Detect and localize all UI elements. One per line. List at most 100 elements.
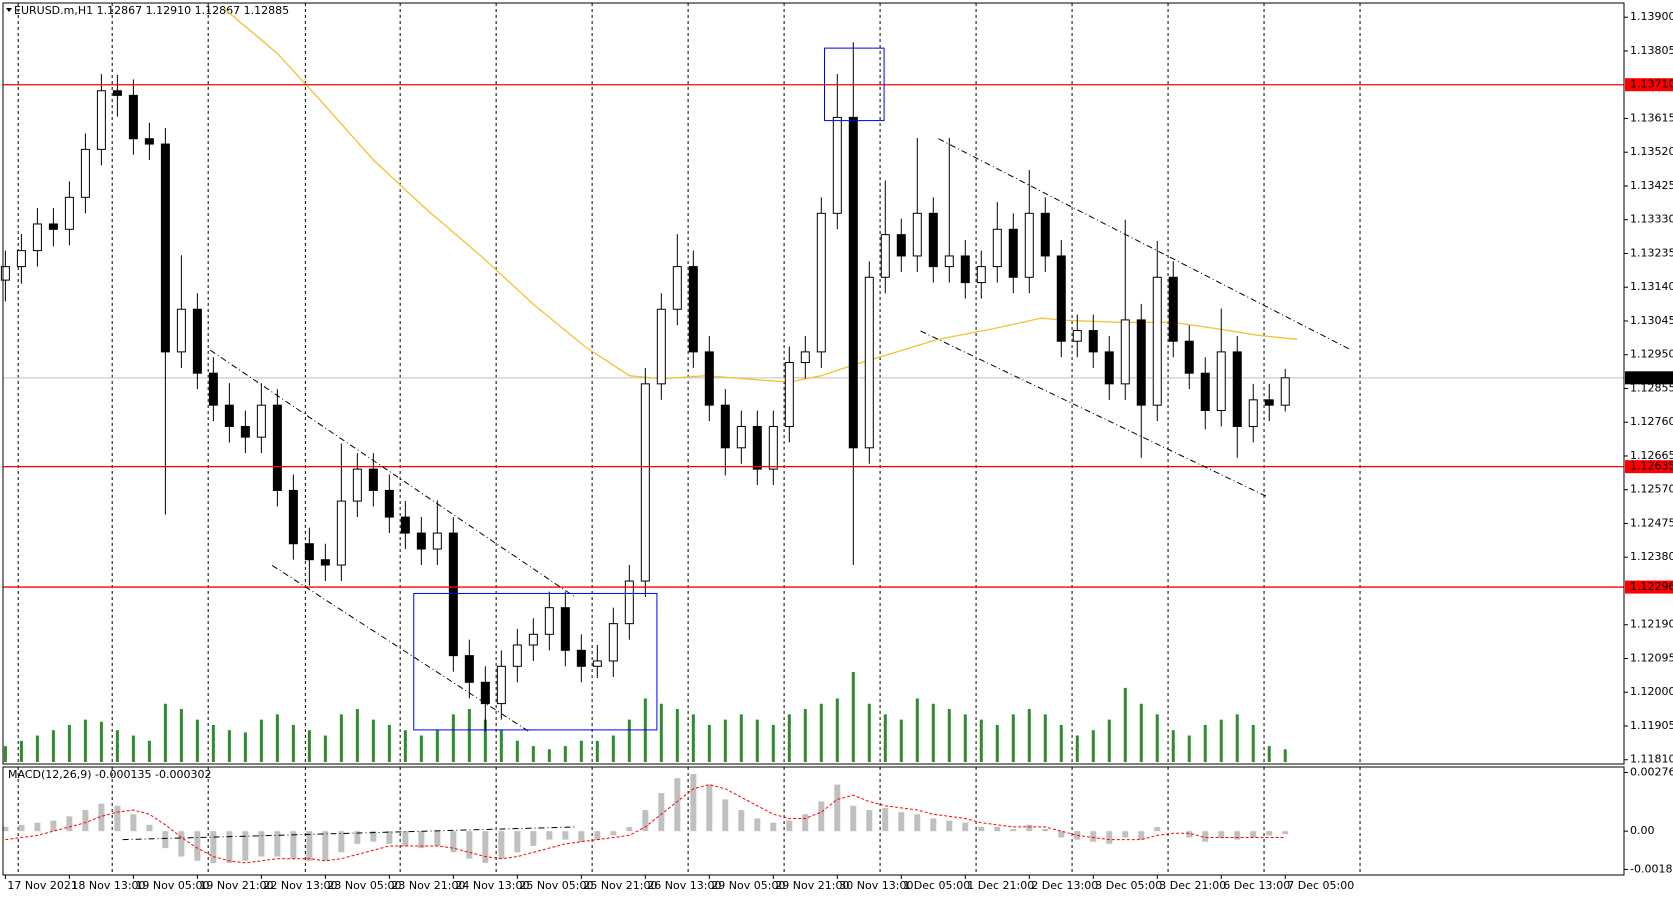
volume-bar [435,730,439,762]
macd-bar [1058,831,1065,838]
y-tick-label: 1.12475 [1630,516,1673,529]
price-tag [1625,580,1673,594]
macd-bar [738,809,745,832]
candle-body [272,404,282,491]
volume-bar [51,730,55,762]
volume-bar [723,719,727,762]
macd-bar [306,831,313,861]
volume-bar [227,730,231,762]
macd-bar [450,831,457,853]
x-tick-label: 1 Dec 21:00 [967,879,1034,892]
macd-bar [514,831,521,853]
macd-bar [642,809,649,832]
volume-bar [835,698,839,762]
candle-body [400,516,410,534]
volume-bar [579,740,583,762]
y-tick-label: 1.12950 [1630,348,1673,361]
volume-bar [1139,703,1143,762]
volume-bar [1011,714,1015,762]
y-tick-label: 0.00 [1630,824,1655,837]
candle-body [256,404,266,438]
volume-bar [803,709,807,762]
y-tick-label: 1.12190 [1630,618,1673,631]
macd-bar [66,816,73,832]
macd-bar [434,831,441,846]
macd-bar [690,773,697,832]
macd-bar [18,824,25,832]
volume-bar [147,740,151,762]
macd-bar [610,831,617,836]
candle-body [1072,330,1082,342]
x-tick-label: 6 Dec 13:00 [1223,879,1290,892]
x-tick-label: 25 Nov 05:00 [519,879,593,892]
x-tick-label: 19 Nov 21:00 [199,879,273,892]
trendline [122,826,577,841]
macd-bar [914,814,921,832]
candle-body [816,212,826,353]
x-tick-label: 19 Nov 05:00 [135,879,209,892]
candle-body [416,532,426,550]
macd-bar [130,814,137,832]
volume-bar [1251,724,1255,762]
candle-body [1232,351,1242,427]
candle-body [160,143,170,353]
volume-bar [1123,687,1127,762]
volume-bar [531,746,535,762]
volume-bar [131,735,135,762]
candle-body [992,228,1002,268]
macd-bar [82,809,89,832]
y-tick-label: 1.13520 [1630,145,1673,158]
candle-body [144,138,154,145]
candle-body [800,351,810,364]
macd-bar [1138,831,1145,840]
volume-bar [1203,724,1207,762]
candle-body [1024,212,1034,278]
panel-title: MACD(12,26,9) -0.000135 -0.000302 [8,768,211,781]
volume-bar [1059,724,1063,762]
volume-bar [1091,730,1095,762]
volume-bar [259,719,263,762]
candle-body [48,223,58,230]
volume-bar [611,735,615,762]
candle-body [576,649,586,667]
volume-bar [979,719,983,762]
candle-body [1248,399,1258,427]
candle-body [448,532,458,657]
macd-bar [530,831,537,846]
x-tick-label: 26 Nov 13:00 [647,879,721,892]
macd-bar [978,826,985,832]
candle-body [432,532,442,550]
macd-bar [578,831,585,842]
volume-bar [1107,719,1111,762]
volume-bar [1171,730,1175,762]
macd-bar [962,822,969,832]
candle-body [112,90,122,96]
macd-bar [834,784,841,832]
candle-body [864,276,874,449]
volume-bar [627,719,631,762]
volume-bar [1283,749,1287,762]
volume-bar [867,703,871,762]
y-tick-label: 1.11905 [1630,719,1673,732]
candle-body [96,90,106,150]
macd-bar [658,793,665,832]
volume-bar [899,719,903,762]
candle-body [944,255,954,268]
y-tick-label: 1.12760 [1630,415,1673,428]
macd-bar [418,831,425,849]
volume-bar [755,719,759,762]
x-tick-label: 25 Nov 21:00 [583,879,657,892]
volume-bar [99,721,103,762]
volume-bar [787,714,791,762]
macd-bar [370,831,377,842]
macd-bar [258,831,265,857]
y-tick-label: 1.13425 [1630,179,1673,192]
candle-body [1280,377,1290,406]
trendline [271,564,529,732]
volume-bar [179,709,183,762]
macd-bar [802,814,809,832]
volume-bar [371,719,375,762]
volume-bar [387,724,391,762]
macd-bar [1218,831,1225,838]
macd-bar [1250,831,1257,838]
